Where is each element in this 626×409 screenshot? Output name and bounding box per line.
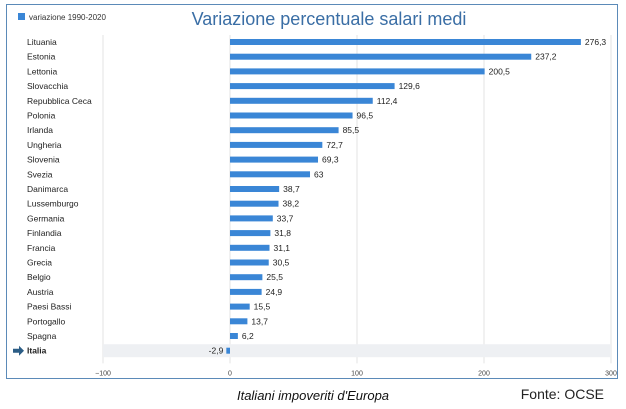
bar-chart: −100 0 100 200 300 Variazione percentuale sal…: [13, 9, 617, 377]
bar: [230, 53, 532, 60]
chart-title: Variazione percentuale salari medi: [192, 9, 467, 29]
category-label: Repubblica Ceca: [27, 96, 92, 106]
bar: [230, 333, 238, 339]
bar: [230, 274, 263, 281]
bar: [230, 259, 269, 266]
category-label: Spagna: [27, 331, 57, 341]
category-label: Paesi Bassi: [27, 302, 72, 312]
data-label: 33,7: [277, 213, 294, 223]
bar: [230, 215, 273, 222]
bar: [230, 230, 271, 237]
category-label: Francia: [27, 243, 56, 253]
category-label: Austria: [27, 287, 54, 297]
category-label: Irlanda: [27, 125, 53, 135]
category-label: Polonia: [27, 111, 56, 121]
data-label: -2,9: [209, 346, 224, 356]
x-tick-label: −100: [95, 370, 111, 377]
category-label: Portogallo: [27, 316, 66, 326]
legend-label: variazione 1990-2020: [29, 13, 106, 22]
data-label: 31,8: [274, 228, 291, 238]
data-label: 24,9: [266, 287, 283, 297]
category-label: Lussemburgo: [27, 199, 79, 209]
category-label: Belgio: [27, 272, 51, 282]
x-tick-label: 200: [478, 370, 490, 377]
source-note: Fonte: OCSE: [520, 386, 604, 402]
data-label: 112,4: [377, 96, 398, 106]
bar: [230, 303, 250, 310]
data-label: 237,2: [535, 52, 557, 62]
highlight-band: [103, 344, 611, 358]
category-label: Slovacchia: [27, 81, 68, 91]
category-label: Danimarca: [27, 184, 68, 194]
bar: [226, 347, 230, 354]
bar: [230, 141, 323, 148]
bar: [230, 112, 353, 119]
highlight-arrow-icon: [13, 345, 24, 356]
category-label: Lituania: [27, 37, 57, 47]
data-label: 276,3: [585, 37, 607, 47]
data-label: 129,6: [399, 81, 421, 91]
category-label: Germania: [27, 213, 65, 223]
bar: [230, 244, 270, 251]
bar: [230, 200, 279, 207]
data-label: 13,7: [251, 316, 268, 326]
bar: [230, 186, 280, 192]
category-label: Slovenia: [27, 155, 60, 165]
bar: [230, 68, 485, 75]
data-label: 85,5: [343, 125, 360, 135]
data-label: 63: [314, 169, 324, 179]
bar: [230, 171, 311, 178]
data-label: 96,5: [357, 111, 374, 121]
data-label: 30,5: [273, 258, 290, 268]
data-label: 69,3: [322, 155, 339, 165]
category-label: Italia: [27, 346, 47, 356]
category-label: Finlandia: [27, 228, 62, 238]
bar: [230, 83, 395, 90]
data-label: 38,2: [283, 199, 300, 209]
category-label: Ungheria: [27, 140, 62, 150]
bar: [230, 97, 373, 104]
x-tick-label: 300: [605, 370, 617, 377]
data-label: 200,5: [489, 66, 511, 76]
category-label: Grecia: [27, 258, 52, 268]
data-label: 15,5: [254, 302, 271, 312]
bar: [230, 288, 262, 295]
bar: [230, 156, 319, 163]
bar: [230, 127, 339, 134]
legend-swatch: [18, 13, 25, 20]
caption: Italiani impoveriti d'Europa: [236, 388, 390, 403]
data-label: 6,2: [242, 331, 254, 341]
data-label: 31,1: [273, 243, 290, 253]
x-tick-label: 100: [351, 370, 363, 377]
data-label: 25,5: [266, 272, 283, 282]
category-label: Estonia: [27, 52, 56, 62]
category-label: Svezia: [27, 169, 53, 179]
bar: [230, 39, 581, 45]
data-label: 72,7: [326, 140, 343, 150]
category-label: Lettonia: [27, 66, 58, 76]
bar: [230, 318, 248, 325]
x-tick-label: 0: [228, 370, 232, 377]
data-label: 38,7: [283, 184, 300, 194]
chart-frame: −100 0 100 200 300 Variazione percentuale sal…: [6, 4, 618, 379]
